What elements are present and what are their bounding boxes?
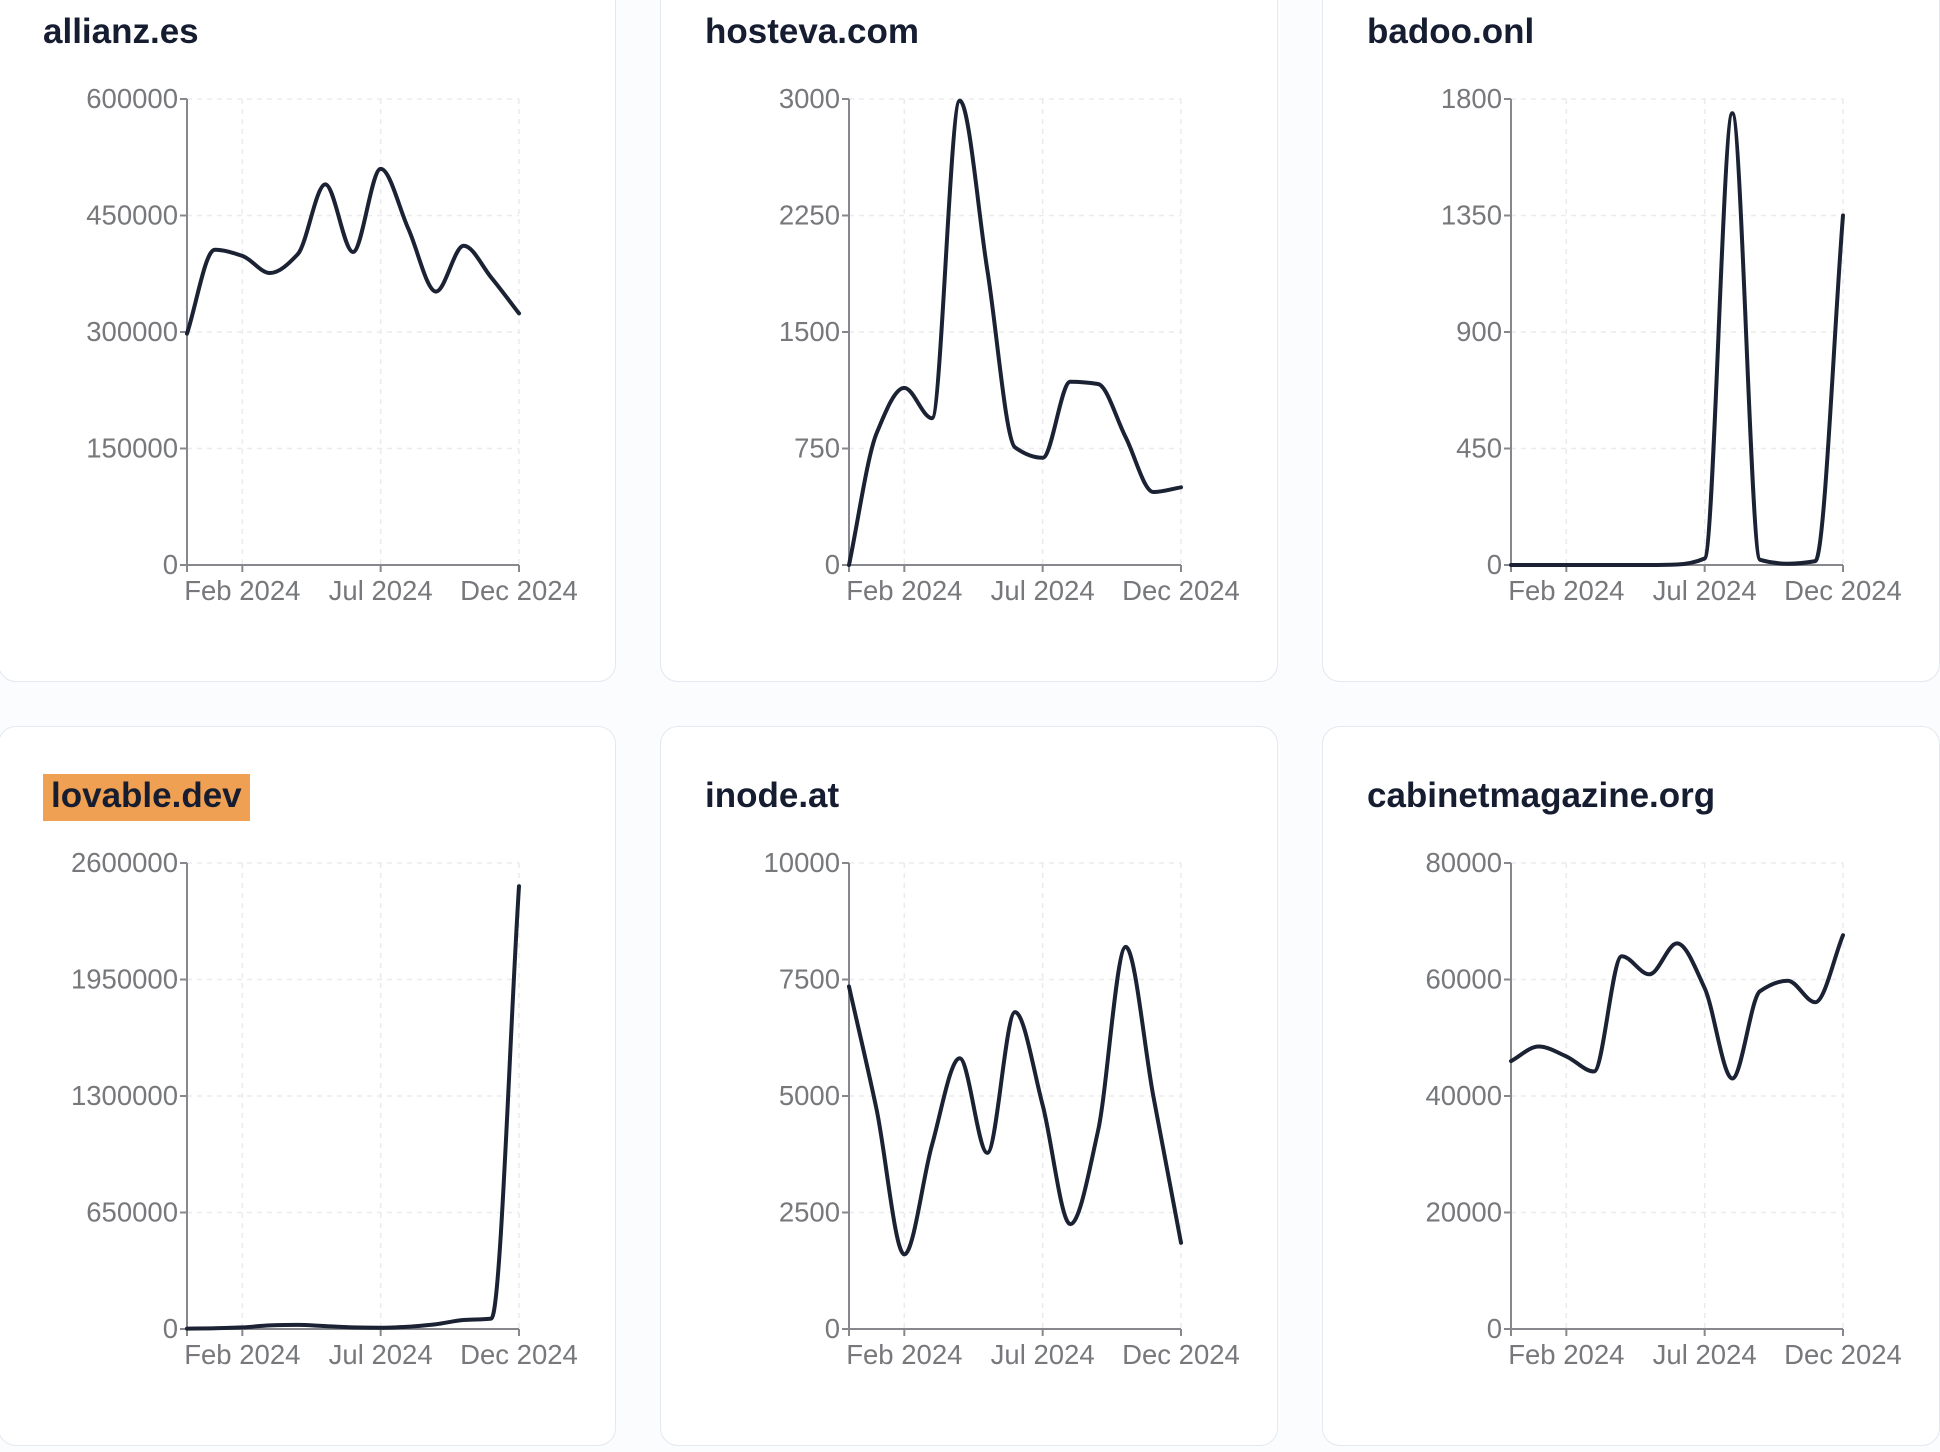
x-tick-label: Feb 2024 <box>184 1339 300 1370</box>
x-tick-label: Dec 2024 <box>460 575 578 606</box>
series-line <box>1509 111 1845 567</box>
x-tick-label: Jul 2024 <box>1653 1339 1757 1370</box>
y-tick-label: 0 <box>163 1313 178 1344</box>
domain-name-label: cabinetmagazine.org <box>1367 776 1716 815</box>
y-tick-label: 0 <box>825 549 840 580</box>
y-tick-label: 0 <box>1487 1313 1502 1344</box>
y-tick-label: 450 <box>1456 433 1502 464</box>
chart-title: cabinetmagazine.org <box>1367 775 1715 817</box>
series-line <box>847 944 1183 1257</box>
y-tick-label: 2250 <box>779 200 840 231</box>
x-tick-label: Jul 2024 <box>991 575 1095 606</box>
x-tick-label: Dec 2024 <box>1784 575 1902 606</box>
y-tick-label: 900 <box>1456 316 1502 347</box>
x-tick-label: Feb 2024 <box>184 575 300 606</box>
y-tick-label: 1800 <box>1441 83 1502 114</box>
chart-card-cabinetmagazine[interactable]: cabinetmagazine.org 0 20000 40000 60000 8000… <box>1322 726 1940 1446</box>
series-line <box>847 98 1183 567</box>
chart-card-hosteva[interactable]: hosteva.com 0 750 1500 2250 3000 Feb 2024 Jul … <box>660 0 1278 682</box>
y-tick-label: 1950000 <box>71 964 178 995</box>
series-line <box>1509 933 1845 1081</box>
x-tick-label: Jul 2024 <box>991 1339 1095 1370</box>
line-chart: 0 650000 1300000 1950000 2600000 Feb 2024 Jul … <box>71 847 578 1370</box>
domain-name-label-highlighted: lovable.dev <box>43 774 250 821</box>
chart-card-badoo[interactable]: badoo.onl 0 450 900 1350 1800 Feb 2024 Jul 202… <box>1322 0 1940 682</box>
y-tick-label: 80000 <box>1426 847 1502 878</box>
chart-title: inode.at <box>705 775 839 817</box>
series-line <box>185 166 521 336</box>
x-tick-label: Dec 2024 <box>1122 575 1240 606</box>
y-tick-label: 2600000 <box>71 847 178 878</box>
chart-title: allianz.es <box>43 11 199 53</box>
y-tick-label: 0 <box>163 549 178 580</box>
x-tick-label: Feb 2024 <box>1508 1339 1624 1370</box>
y-tick-label: 0 <box>1487 549 1502 580</box>
y-tick-label: 0 <box>825 1313 840 1344</box>
y-tick-label: 650000 <box>86 1197 178 1228</box>
line-chart: 0 2500 5000 7500 10000 Feb 2024 Jul 2024 Dec 20… <box>764 847 1240 1370</box>
chart-title: badoo.onl <box>1367 11 1534 53</box>
y-tick-label: 1300000 <box>71 1080 178 1111</box>
y-tick-label: 1350 <box>1441 200 1502 231</box>
x-tick-label: Feb 2024 <box>1508 575 1624 606</box>
y-tick-label: 1500 <box>779 316 840 347</box>
y-tick-label: 40000 <box>1426 1080 1502 1111</box>
chart-title: hosteva.com <box>705 11 919 53</box>
y-tick-label: 3000 <box>779 83 840 114</box>
y-tick-label: 600000 <box>86 83 178 114</box>
y-tick-label: 2500 <box>779 1197 840 1228</box>
domain-name-label: inode.at <box>705 776 840 815</box>
y-tick-label: 10000 <box>764 847 840 878</box>
chart-card-allianz[interactable]: allianz.es 0 150000 300000 450000 600000 Feb … <box>0 0 616 682</box>
x-tick-label: Feb 2024 <box>846 1339 962 1370</box>
y-tick-label: 7500 <box>779 964 840 995</box>
y-tick-label: 5000 <box>779 1080 840 1111</box>
x-tick-label: Jul 2024 <box>329 575 433 606</box>
x-tick-label: Dec 2024 <box>1784 1339 1902 1370</box>
chart-title: lovable.dev <box>43 774 250 821</box>
x-tick-label: Dec 2024 <box>1122 1339 1240 1370</box>
domain-name-label: badoo.onl <box>1367 12 1535 51</box>
chart-card-inode[interactable]: inode.at 0 2500 5000 7500 10000 Feb 2024 Jul 2… <box>660 726 1278 1446</box>
domain-name-label: allianz.es <box>43 12 199 51</box>
series-line <box>185 884 521 1331</box>
y-tick-label: 450000 <box>86 200 178 231</box>
y-tick-label: 150000 <box>86 433 178 464</box>
y-tick-label: 60000 <box>1426 964 1502 995</box>
x-tick-label: Feb 2024 <box>846 575 962 606</box>
x-tick-label: Jul 2024 <box>329 1339 433 1370</box>
y-tick-label: 750 <box>794 433 840 464</box>
x-tick-label: Dec 2024 <box>460 1339 578 1370</box>
line-chart: 0 450 900 1350 1800 Feb 2024 Jul 2024 Dec 2024 <box>1441 83 1902 606</box>
line-chart: 0 150000 300000 450000 600000 Feb 2024 Jul 202… <box>86 83 578 606</box>
x-tick-label: Jul 2024 <box>1653 575 1757 606</box>
line-chart: 0 20000 40000 60000 80000 Feb 2024 Jul 2024 Dec… <box>1426 847 1902 1370</box>
y-tick-label: 20000 <box>1426 1197 1502 1228</box>
chart-card-lovable[interactable]: lovable.dev 0 650000 1300000 1950000 2600000… <box>0 726 616 1446</box>
domain-name-label: hosteva.com <box>705 12 919 51</box>
y-tick-label: 300000 <box>86 316 178 347</box>
line-chart: 0 750 1500 2250 3000 Feb 2024 Jul 2024 Dec 2024 <box>779 83 1240 606</box>
